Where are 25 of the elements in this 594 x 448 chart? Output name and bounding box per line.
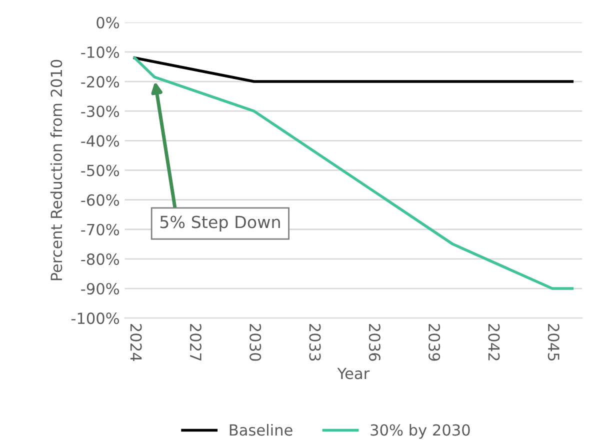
x-tick-label: 2036 [368,324,380,361]
y-tick-label: -50% [81,164,120,176]
x-axis-title: Year [337,368,370,380]
x-tick-label: 2039 [428,324,440,361]
y-tick-label: -100% [71,312,120,324]
x-tick-label: 2024 [130,324,142,361]
x-tick-label: 2030 [250,324,262,361]
line-series [133,56,574,290]
y-tick-label: 0% [96,16,120,28]
y-axis-title: Percent Reduction from 2010 [50,60,62,280]
y-tick-label: -20% [81,76,120,88]
y-tick-label: -80% [81,253,120,265]
y-tick-label: -40% [81,135,120,147]
legend-label: 30% by 2030 [370,424,470,439]
y-tick-label: -10% [81,46,120,58]
x-tick-label: 2045 [548,324,560,360]
x-tick-label: 2027 [190,324,202,361]
legend-label: Baseline [230,424,292,436]
y-tick-label: -70% [81,224,120,236]
y-tick-label: -90% [81,282,120,295]
y-tick-label: -30% [81,106,120,118]
annotation: 5% Step Down [160,216,280,232]
y-tick-label: -60% [81,194,120,206]
x-tick-label: 2033 [309,324,321,361]
x-tick-label: 2042 [488,324,500,360]
